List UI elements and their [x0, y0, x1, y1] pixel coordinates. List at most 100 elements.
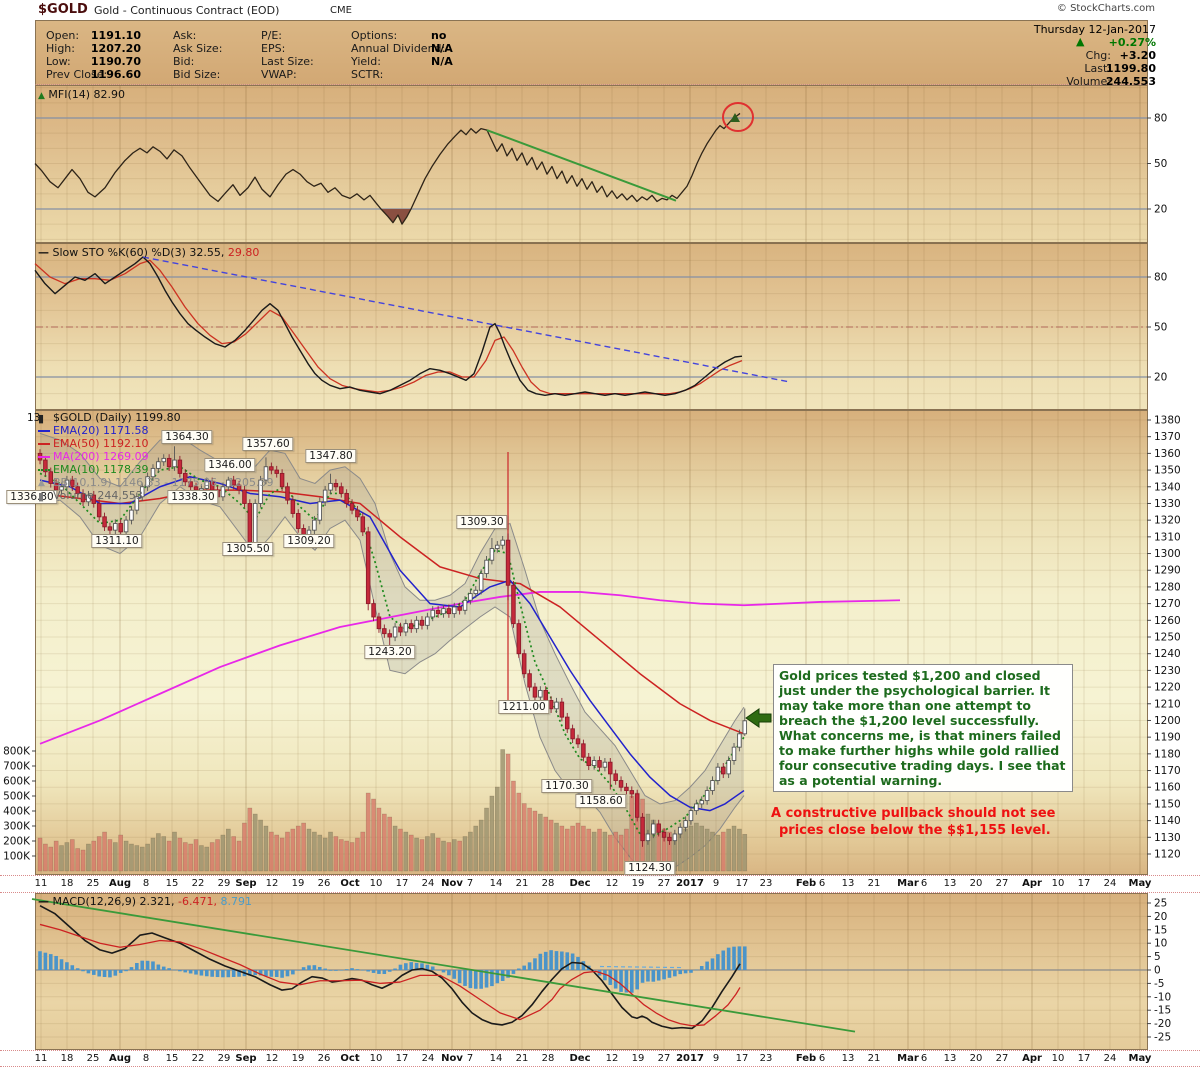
date-tick-label: 9 — [712, 878, 720, 889]
date-tick-label: 17 — [1077, 1053, 1091, 1064]
sctr-label: SCTR: — [351, 68, 384, 81]
legend-ema50-row: EMA(50) 1192.10 — [38, 437, 274, 450]
mfi-panel — [35, 85, 1148, 243]
bid-label: Bid: — [173, 55, 195, 68]
date-tick-label: 24 — [421, 878, 435, 889]
date-tick-label: Dec — [569, 1053, 591, 1064]
date-tick-label: 22 — [191, 878, 205, 889]
volume-axis-label: 500K — [3, 791, 31, 803]
yield-value: N/A — [431, 55, 453, 68]
date-tick-label: 6 — [818, 1053, 826, 1064]
y-axis-label: 20 — [1154, 911, 1167, 923]
date-tick-label: Oct — [340, 1053, 360, 1064]
high-label: High: — [46, 42, 75, 55]
legend-ema20-row: EMA(20) 1171.58 — [38, 424, 274, 437]
date-tick-label: 10 — [369, 878, 383, 889]
y-axis-label: 20 — [1154, 372, 1167, 384]
mfi-icon: ▲ — [38, 91, 45, 101]
y-axis-label: 1280 — [1154, 581, 1181, 593]
y-axis-label: 1270 — [1154, 598, 1181, 610]
instrument-name: Gold - Continuous Contract (EOD) — [94, 4, 280, 17]
y-axis-label: 25 — [1154, 898, 1167, 910]
line-swatch-icon — [38, 430, 50, 432]
y-axis-label: 1290 — [1154, 565, 1181, 577]
date-tick-label: 17 — [735, 878, 749, 889]
y-axis-label: 10 — [1154, 938, 1167, 950]
ticker-symbol: $GOLD — [38, 2, 88, 17]
date-tick-label: Sep — [235, 878, 257, 889]
y-axis-label: 50 — [1154, 322, 1167, 334]
date-tick-label: 20 — [969, 878, 983, 889]
date-tick-label: 25 — [86, 878, 100, 889]
date-tick-label: 24 — [1103, 1053, 1117, 1064]
macd-panel — [35, 893, 1148, 1050]
y-axis-label: 1210 — [1154, 698, 1181, 710]
date-tick-label: 27 — [995, 878, 1009, 889]
date-tick-label: 15 — [165, 1053, 179, 1064]
pe-label: P/E: — [261, 29, 282, 42]
date-tick-label: 7 — [466, 1053, 474, 1064]
date-tick-label: 23 — [759, 878, 773, 889]
y-axis-label: 50 — [1154, 158, 1167, 170]
y-axis-label: 5 — [1154, 951, 1161, 963]
date-tick-label: 10 — [1051, 1053, 1065, 1064]
date-tick-label: May — [1128, 1053, 1152, 1064]
date-tick-label: 2017 — [676, 878, 704, 889]
open-label: Open: — [46, 29, 80, 42]
date-tick-label: 6 — [920, 1053, 928, 1064]
price-legend: ▮ $GOLD (Daily) 1199.80 EMA(20) 1171.58 E… — [38, 411, 274, 503]
date-axis-top: 11 18 25 Aug 8 15 22 29 Sep 12 19 26 Oct 10 17 24 Nov 7 14… — [0, 875, 1200, 893]
y-axis-label: -10 — [1154, 991, 1171, 1003]
ask-label: Ask: — [173, 29, 197, 42]
title-bar: $GOLD Gold - Continuous Contract (EOD) C… — [0, 0, 1200, 20]
change-up-triangle-icon: ▲ — [1076, 35, 1085, 48]
date-tick-label: 17 — [1077, 878, 1091, 889]
date-tick-label: Sep — [235, 1053, 257, 1064]
y-axis-label: 1380 — [1154, 415, 1181, 427]
volume-axis-label: 400K — [3, 806, 31, 818]
y-axis-label: 0 — [1154, 965, 1161, 977]
y-axis-label: 1370 — [1154, 431, 1181, 443]
date-tick-label: 19 — [291, 878, 305, 889]
date-tick-label: 24 — [1103, 878, 1117, 889]
quote-date: Thursday 12-Jan-2017 — [1033, 23, 1156, 36]
volume-axis-label: 200K — [3, 836, 31, 848]
date-tick-label: Oct — [340, 878, 360, 889]
date-tick-label: 10 — [369, 1053, 383, 1064]
candlestick-icon: ▮ — [38, 411, 45, 425]
date-tick-label: 23 — [759, 1053, 773, 1064]
date-tick-label: 21 — [515, 1053, 529, 1064]
y-axis-label: 1230 — [1154, 665, 1181, 677]
date-tick-label: 29 — [217, 1053, 231, 1064]
date-tick-label: Dec — [569, 878, 591, 889]
date-tick-label: 17 — [395, 1053, 409, 1064]
dividend-value: N/A — [431, 42, 453, 55]
quote-summary-panel: Open: 1191.10 High: 1207.20 Low: 1190.70… — [35, 20, 1156, 88]
legend-ema10-row: EMA(10) 1178.39 — [38, 463, 274, 476]
volume-value: 244,553 — [1105, 75, 1156, 88]
options-label: Options: — [351, 29, 398, 42]
y-axis-label: 1350 — [1154, 465, 1181, 477]
date-tick-label: 28 — [541, 1053, 555, 1064]
chg-label: Chg: — [1085, 49, 1111, 62]
y-axis-label: 1130 — [1154, 832, 1181, 844]
date-tick-label: 12 — [605, 878, 619, 889]
y-axis-label: 1240 — [1154, 648, 1181, 660]
volume-axis-label: 300K — [3, 821, 31, 833]
y-axis-label: 1300 — [1154, 548, 1181, 560]
legend-symbol-row: ▮ $GOLD (Daily) 1199.80 — [38, 411, 181, 425]
low-value: 1190.70 — [90, 55, 141, 68]
date-tick-label: Apr — [1022, 878, 1042, 889]
chg-value: +3.20 — [1119, 49, 1156, 62]
options-value: no — [431, 29, 447, 42]
date-tick-label: 28 — [541, 878, 555, 889]
exchange-label: CME — [330, 5, 352, 16]
legend-ma200-row: MA(200) 1269.09 — [38, 450, 274, 463]
y-axis-label: 80 — [1154, 272, 1167, 284]
bollinger-band-icon: ▲ — [38, 477, 45, 488]
low-label: Low: — [46, 55, 71, 68]
sto-indicator-label: — Slow STO %K(60) %D(3) 32.55, 29.80 — [38, 246, 260, 259]
date-tick-label: 21 — [867, 878, 881, 889]
date-tick-label: Feb — [795, 878, 817, 889]
date-tick-label: 27 — [995, 1053, 1009, 1064]
